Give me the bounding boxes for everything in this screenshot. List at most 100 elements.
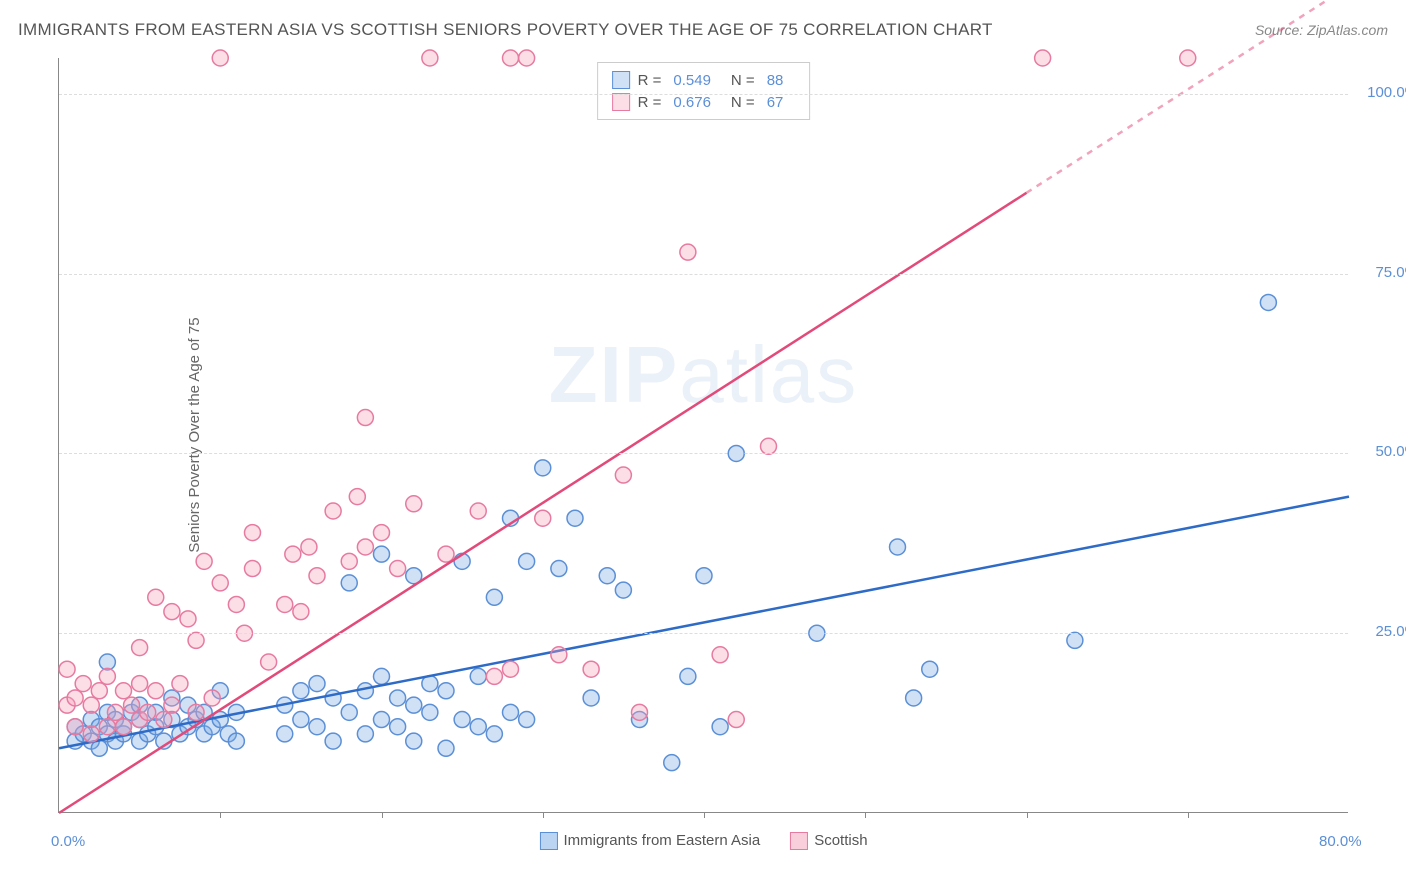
data-point [180,611,196,627]
data-point [922,661,938,677]
data-point [519,553,535,569]
data-point [99,668,115,684]
data-point [374,712,390,728]
x-tick [1188,812,1189,818]
legend-label: Immigrants from Eastern Asia [563,832,760,849]
data-point [75,676,91,692]
legend-swatch [612,93,630,111]
y-gridline [59,453,1348,454]
x-tick [1027,812,1028,818]
data-point [212,50,228,66]
data-point [309,719,325,735]
data-point [503,661,519,677]
data-point [148,589,164,605]
n-label: N = [731,72,755,89]
data-point [470,503,486,519]
data-point [1035,50,1051,66]
plot-area: Seniors Poverty Over the Age of 75 ZIPat… [58,58,1348,813]
r-label: R = [638,72,662,89]
data-point [148,683,164,699]
data-point [228,733,244,749]
legend-swatch [790,832,808,850]
data-point [309,568,325,584]
data-point [132,640,148,656]
y-gridline [59,274,1348,275]
r-label: R = [638,94,662,111]
data-point [761,438,777,454]
stats-row: R =0.549N =88 [612,69,796,91]
data-point [188,704,204,720]
data-point [470,719,486,735]
data-point [470,668,486,684]
data-point [91,683,107,699]
y-tick-label: 100.0% [1367,84,1406,101]
data-point [83,726,99,742]
data-point [567,510,583,526]
data-point [374,668,390,684]
data-point [712,719,728,735]
data-point [357,539,373,555]
x-tick [704,812,705,818]
data-point [438,546,454,562]
data-point [390,690,406,706]
data-point [583,661,599,677]
data-point [486,589,502,605]
x-tick [865,812,866,818]
data-point [277,726,293,742]
data-point [503,50,519,66]
data-point [551,561,567,577]
data-point [422,704,438,720]
data-point [438,683,454,699]
data-point [438,740,454,756]
x-tick [220,812,221,818]
data-point [551,647,567,663]
legend-item: Immigrants from Eastern Asia [539,832,760,850]
y-tick-label: 75.0% [1375,264,1406,281]
data-point [357,726,373,742]
bottom-legend: Immigrants from Eastern AsiaScottish [539,832,867,850]
n-value: 88 [767,72,784,89]
data-point [196,553,212,569]
data-point [519,712,535,728]
data-point [301,539,317,555]
data-point [680,668,696,684]
data-point [132,676,148,692]
n-value: 67 [767,94,784,111]
data-point [615,582,631,598]
data-point [172,676,188,692]
data-point [293,683,309,699]
data-point [406,496,422,512]
data-point [1180,50,1196,66]
data-point [390,561,406,577]
data-point [325,503,341,519]
trend-line [59,193,1027,813]
data-point [1260,294,1276,310]
x-tick-label: 80.0% [1319,833,1362,850]
data-point [374,546,390,562]
data-point [519,50,535,66]
data-point [599,568,615,584]
data-point [583,690,599,706]
data-point [357,410,373,426]
data-point [535,510,551,526]
data-point [906,690,922,706]
data-point [116,683,132,699]
data-point [390,719,406,735]
data-point [728,712,744,728]
data-point [325,733,341,749]
chart-title: IMMIGRANTS FROM EASTERN ASIA VS SCOTTISH… [18,20,993,40]
data-point [212,575,228,591]
data-point [293,604,309,620]
data-point [261,654,277,670]
data-point [204,690,220,706]
data-point [293,712,309,728]
data-point [664,755,680,771]
data-point [615,467,631,483]
data-point [632,704,648,720]
x-tick [543,812,544,818]
data-point [188,632,204,648]
data-point [374,525,390,541]
data-point [83,697,99,713]
data-point [164,604,180,620]
y-gridline [59,94,1348,95]
